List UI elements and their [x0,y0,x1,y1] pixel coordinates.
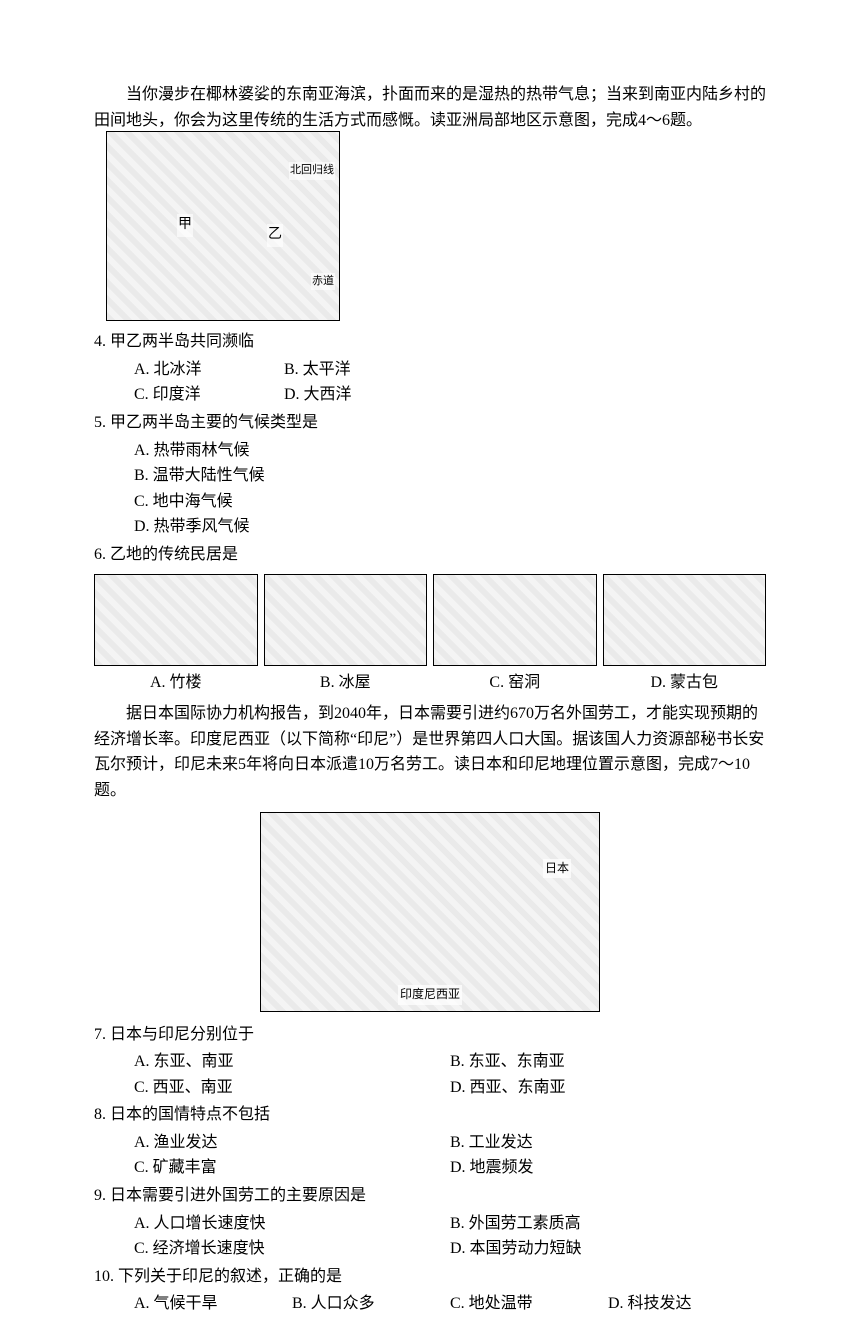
q4-opt-c[interactable]: C. 印度洋 [134,382,284,408]
section2-intro: 据日本国际协力机构报告，到2040年，日本需要引进约670万名外国劳工，才能实现… [94,701,766,803]
q6-item-b[interactable]: B. 冰屋 [264,574,428,696]
section1-intro: 当你漫步在椰林婆娑的东南亚海滨，扑面而来的是湿热的热带气息；当来到南亚内陆乡村的… [94,82,766,133]
q8-opt-a[interactable]: A. 渔业发达 [134,1130,450,1156]
q5-opt-b[interactable]: B. 温带大陆性气候 [134,463,766,489]
map-tropic-label: 北回归线 [289,162,335,180]
q10-options: A. 气候干旱 B. 人口众多 C. 地处温带 D. 科技发达 [94,1291,766,1317]
q4-opt-b[interactable]: B. 太平洋 [284,357,434,383]
q4-opt-d[interactable]: D. 大西洋 [284,382,434,408]
yurt-image [603,574,767,666]
japan-indonesia-map-wrap: 日本 印度尼西亚 [94,812,766,1012]
q7-stem: 7. 日本与印尼分别位于 [94,1022,766,1048]
bamboo-house-image [94,574,258,666]
q4-opt-a[interactable]: A. 北冰洋 [134,357,284,383]
q5-opt-c[interactable]: C. 地中海气候 [134,489,766,515]
q6-item-c[interactable]: C. 窑洞 [433,574,597,696]
q9-opt-a[interactable]: A. 人口增长速度快 [134,1211,450,1237]
q5-options: A. 热带雨林气候 B. 温带大陆性气候 C. 地中海气候 D. 热带季风气候 [94,438,766,540]
q8-stem: 8. 日本的国情特点不包括 [94,1102,766,1128]
map-japan-label: 日本 [543,859,571,878]
q5-opt-a[interactable]: A. 热带雨林气候 [134,438,766,464]
q10-stem: 10. 下列关于印尼的叙述，正确的是 [94,1264,766,1290]
q6-item-a[interactable]: A. 竹楼 [94,574,258,696]
cave-dwelling-image [433,574,597,666]
q10-opt-b[interactable]: B. 人口众多 [292,1291,450,1317]
q9-opt-b[interactable]: B. 外国劳工素质高 [450,1211,766,1237]
q6-opt-d: D. 蒙古包 [650,670,718,696]
q4-options-2: C. 印度洋 D. 大西洋 [94,382,766,408]
q10-opt-c[interactable]: C. 地处温带 [450,1291,608,1317]
q7-options-1: A. 东亚、南亚 B. 东亚、东南亚 [94,1049,766,1075]
q7-opt-b[interactable]: B. 东亚、东南亚 [450,1049,766,1075]
q10-opt-a[interactable]: A. 气候干旱 [134,1291,292,1317]
map-yi-label: 乙 [267,224,283,246]
q4-options: A. 北冰洋 B. 太平洋 [94,357,766,383]
q5-stem: 5. 甲乙两半岛主要的气候类型是 [94,410,766,436]
q7-opt-d[interactable]: D. 西亚、东南亚 [450,1075,766,1101]
q8-opt-c[interactable]: C. 矿藏丰富 [134,1155,450,1181]
q9-opt-c[interactable]: C. 经济增长速度快 [134,1236,450,1262]
japan-indonesia-map: 日本 印度尼西亚 [260,812,600,1012]
q6-opt-b: B. 冰屋 [320,670,371,696]
q5-opt-d[interactable]: D. 热带季风气候 [134,514,766,540]
q6-stem: 6. 乙地的传统民居是 [94,542,766,568]
q6-image-row: A. 竹楼 B. 冰屋 C. 窑洞 D. 蒙古包 [94,574,766,696]
q9-stem: 9. 日本需要引进外国劳工的主要原因是 [94,1183,766,1209]
q10-opt-d[interactable]: D. 科技发达 [608,1291,766,1317]
q9-opt-d[interactable]: D. 本国劳动力短缺 [450,1236,766,1262]
q9-options-2: C. 经济增长速度快 D. 本国劳动力短缺 [94,1236,766,1262]
q6-item-d[interactable]: D. 蒙古包 [603,574,767,696]
q4-stem: 4. 甲乙两半岛共同濒临 [94,329,766,355]
q7-opt-c[interactable]: C. 西亚、南亚 [134,1075,450,1101]
q6-opt-c: C. 窑洞 [489,670,540,696]
asia-map-figure: 北回归线 赤道 甲 乙 [106,131,340,321]
map-indonesia-label: 印度尼西亚 [398,985,462,1004]
q9-options-1: A. 人口增长速度快 B. 外国劳工素质高 [94,1211,766,1237]
q7-opt-a[interactable]: A. 东亚、南亚 [134,1049,450,1075]
q6-opt-a: A. 竹楼 [150,670,202,696]
igloo-image [264,574,428,666]
map-equator-label: 赤道 [311,273,335,291]
q7-options-2: C. 西亚、南亚 D. 西亚、东南亚 [94,1075,766,1101]
q8-opt-b[interactable]: B. 工业发达 [450,1130,766,1156]
map-jia-label: 甲 [177,214,193,236]
q8-opt-d[interactable]: D. 地震频发 [450,1155,766,1181]
q8-options-2: C. 矿藏丰富 D. 地震频发 [94,1155,766,1181]
q8-options-1: A. 渔业发达 B. 工业发达 [94,1130,766,1156]
section1-block: 北回归线 赤道 甲 乙 4. 甲乙两半岛共同濒临 A. 北冰洋 B. 太平洋 C… [94,137,766,695]
